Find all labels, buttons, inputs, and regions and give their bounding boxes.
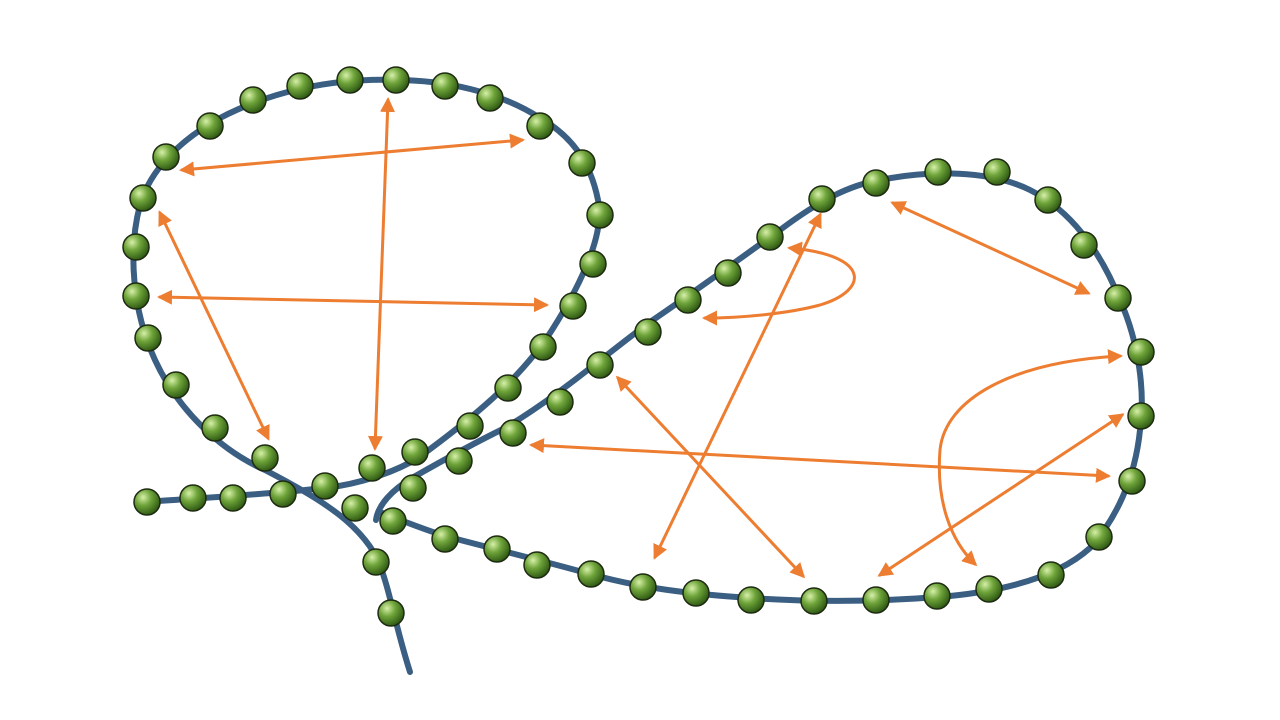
green-sphere-icon bbox=[162, 371, 190, 399]
green-sphere-icon bbox=[456, 412, 484, 440]
green-sphere-icon bbox=[808, 185, 836, 213]
green-sphere-icon bbox=[523, 551, 551, 579]
arrow-left-loop-horizontal-middle bbox=[157, 289, 549, 313]
green-sphere-icon bbox=[586, 351, 614, 379]
green-sphere-icon bbox=[559, 292, 587, 320]
green-sphere-icon bbox=[983, 158, 1011, 186]
green-sphere-icon bbox=[1034, 186, 1062, 214]
green-sphere-icon bbox=[445, 447, 473, 475]
green-sphere-icon bbox=[134, 324, 162, 352]
arrow-right-loop-hook-top bbox=[702, 241, 856, 326]
green-sphere-icon bbox=[382, 66, 410, 94]
green-sphere-icon bbox=[862, 169, 890, 197]
arrow-right-loop-top-right-diagonal bbox=[890, 201, 1091, 295]
green-sphere-icon bbox=[923, 582, 951, 610]
interaction-arrows bbox=[157, 97, 1125, 579]
green-sphere-icon bbox=[196, 112, 224, 140]
green-sphere-icon bbox=[122, 233, 150, 261]
green-sphere-icon bbox=[1037, 561, 1065, 589]
green-sphere-icon bbox=[269, 480, 297, 508]
green-sphere-icon bbox=[341, 494, 369, 522]
green-sphere-icon bbox=[756, 223, 784, 251]
green-sphere-icon bbox=[379, 507, 407, 535]
green-sphere-icon bbox=[483, 535, 511, 563]
green-sphere-icon bbox=[737, 586, 765, 614]
green-sphere-icon bbox=[129, 184, 157, 212]
green-sphere-icon bbox=[526, 112, 554, 140]
green-sphere-icon bbox=[586, 201, 614, 229]
green-sphere-icon bbox=[634, 318, 662, 346]
green-sphere-icon bbox=[133, 488, 161, 516]
green-sphere-icon bbox=[201, 414, 229, 442]
green-sphere-icon bbox=[251, 444, 279, 472]
arrow-right-loop-horizontal bbox=[529, 438, 1111, 483]
green-sphere-icon bbox=[122, 282, 150, 310]
green-sphere-icon bbox=[682, 579, 710, 607]
green-sphere-icon bbox=[311, 472, 339, 500]
green-sphere-icon bbox=[401, 438, 429, 466]
green-sphere-icon bbox=[152, 143, 180, 171]
green-sphere-icon bbox=[1127, 338, 1155, 366]
green-sphere-icon bbox=[579, 250, 607, 278]
green-sphere-icon bbox=[1127, 402, 1155, 430]
green-sphere-icon bbox=[494, 374, 522, 402]
arrow-left-loop-vertical bbox=[367, 97, 396, 451]
green-sphere-icon bbox=[529, 333, 557, 361]
green-sphere-icon bbox=[1085, 523, 1113, 551]
green-sphere-icon bbox=[924, 158, 952, 186]
green-sphere-icon bbox=[476, 84, 504, 112]
green-sphere-icon bbox=[362, 548, 390, 576]
green-sphere-icon bbox=[336, 66, 364, 94]
green-sphere-icon bbox=[399, 474, 427, 502]
green-sphere-icon bbox=[431, 525, 459, 553]
green-sphere-icon bbox=[577, 560, 605, 588]
green-sphere-icon bbox=[219, 484, 247, 512]
arrow-left-loop-horizontal-top bbox=[179, 133, 525, 177]
green-sphere-icon bbox=[358, 454, 386, 482]
green-sphere-icon bbox=[800, 587, 828, 615]
green-sphere-icon bbox=[546, 388, 574, 416]
green-sphere-icon bbox=[179, 484, 207, 512]
bead-layer bbox=[122, 66, 1155, 627]
green-sphere-icon bbox=[1070, 231, 1098, 259]
green-sphere-icon bbox=[499, 419, 527, 447]
green-sphere-icon bbox=[975, 575, 1003, 603]
green-sphere-icon bbox=[568, 149, 596, 177]
arrow-right-loop-hook-bottom bbox=[937, 349, 1123, 567]
arrow-left-loop-diagonal bbox=[158, 210, 270, 441]
green-sphere-icon bbox=[1104, 284, 1132, 312]
green-sphere-icon bbox=[862, 586, 890, 614]
green-sphere-icon bbox=[431, 72, 459, 100]
green-sphere-icon bbox=[377, 599, 405, 627]
green-sphere-icon bbox=[286, 72, 314, 100]
green-sphere-icon bbox=[239, 86, 267, 114]
arrow-right-loop-cross-diagonal bbox=[615, 375, 806, 579]
green-sphere-icon bbox=[629, 573, 657, 601]
green-sphere-icon bbox=[674, 286, 702, 314]
green-sphere-icon bbox=[1118, 467, 1146, 495]
green-sphere-icon bbox=[714, 259, 742, 287]
